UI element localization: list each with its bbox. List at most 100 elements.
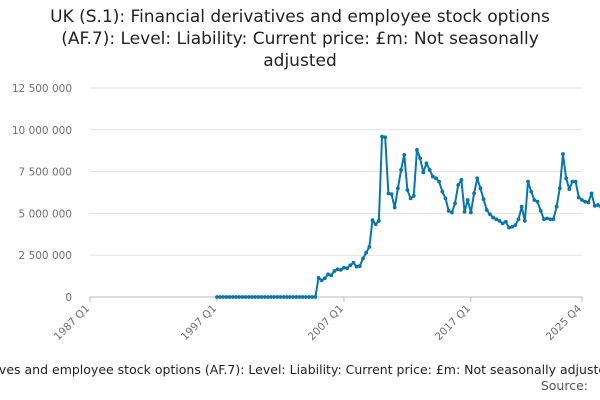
data-point xyxy=(408,196,413,201)
data-point xyxy=(224,295,229,299)
chart-title-line: UK (S.1): Financial derivatives and empl… xyxy=(50,7,550,27)
data-point xyxy=(326,272,330,277)
x-tick-label: 2007 Q1 xyxy=(306,303,346,343)
data-point xyxy=(240,295,245,299)
series-points xyxy=(215,134,600,299)
data-point xyxy=(456,183,461,187)
chart-title-line: adjusted xyxy=(263,51,337,71)
data-point xyxy=(551,217,556,222)
legend: UK (S.1): Financial derivatives and empl… xyxy=(0,362,600,380)
data-point xyxy=(269,295,273,299)
data-point xyxy=(542,217,546,222)
data-point xyxy=(389,192,394,197)
y-tick-label: 5 000 000 xyxy=(19,208,72,220)
data-point xyxy=(307,295,311,299)
data-point xyxy=(465,198,470,202)
data-point xyxy=(453,201,457,206)
data-point xyxy=(316,275,321,280)
y-tick-label: 0 xyxy=(65,292,72,304)
data-point xyxy=(367,244,372,249)
data-point xyxy=(405,188,410,192)
data-point xyxy=(427,168,432,172)
data-point xyxy=(580,198,584,202)
data-point xyxy=(396,186,400,191)
data-point xyxy=(234,295,238,299)
source-label: Source: xyxy=(540,378,588,393)
data-point xyxy=(364,250,369,255)
data-point xyxy=(380,134,384,139)
data-point xyxy=(535,199,540,204)
data-point xyxy=(329,273,334,278)
data-point xyxy=(430,174,435,179)
data-point xyxy=(469,210,473,215)
data-point xyxy=(278,295,283,299)
data-point xyxy=(421,170,426,175)
data-point xyxy=(557,186,562,191)
x-tick-label: 1997 Q1 xyxy=(179,303,219,343)
data-point xyxy=(443,196,448,201)
data-point xyxy=(424,161,429,166)
data-point xyxy=(265,295,270,299)
data-point xyxy=(370,218,375,222)
data-point xyxy=(249,295,254,299)
data-point xyxy=(373,222,378,227)
series-line xyxy=(216,135,600,298)
gridlines xyxy=(90,87,582,256)
data-point xyxy=(246,295,251,299)
data-point xyxy=(510,224,515,229)
data-point xyxy=(345,266,350,271)
data-point xyxy=(440,189,445,194)
data-point xyxy=(481,197,486,202)
data-point xyxy=(532,198,537,202)
y-tick-label: 7 500 000 xyxy=(19,167,72,179)
data-point xyxy=(545,216,549,221)
data-point xyxy=(418,156,423,161)
data-point xyxy=(319,278,324,283)
data-point xyxy=(259,295,264,299)
data-point xyxy=(376,219,381,223)
data-point xyxy=(354,264,359,269)
data-point xyxy=(383,135,388,140)
data-point xyxy=(478,186,483,191)
data-point xyxy=(335,267,340,272)
data-point xyxy=(284,295,289,299)
data-point xyxy=(488,212,492,217)
x-tick-label: 2017 Q1 xyxy=(433,303,473,343)
data-point xyxy=(227,295,232,299)
data-point xyxy=(338,268,343,272)
data-point xyxy=(272,295,276,299)
data-point xyxy=(243,295,248,299)
data-point xyxy=(595,203,600,207)
data-point xyxy=(392,205,397,210)
data-point xyxy=(459,178,464,182)
data-point xyxy=(437,179,442,184)
y-tick-label: 10 000 000 xyxy=(12,125,72,137)
data-point xyxy=(415,147,419,152)
y-tick-label: 2 500 000 xyxy=(19,250,72,262)
data-point xyxy=(310,295,315,299)
data-point xyxy=(411,193,416,198)
data-point xyxy=(567,187,572,192)
y-tick-label: 12 500 000 xyxy=(12,83,72,95)
data-point xyxy=(256,295,261,299)
data-point xyxy=(589,191,594,196)
data-point xyxy=(497,219,502,223)
data-point xyxy=(218,295,223,299)
data-point xyxy=(554,204,559,209)
data-point xyxy=(462,209,467,214)
x-tick-label: 1987 Q1 xyxy=(52,303,92,343)
data-point xyxy=(586,200,591,205)
data-point xyxy=(564,176,569,181)
data-point xyxy=(484,208,489,212)
data-point xyxy=(494,217,499,222)
data-point xyxy=(275,295,280,299)
data-point xyxy=(303,295,308,299)
data-point xyxy=(348,263,353,268)
data-point xyxy=(402,152,407,157)
data-point xyxy=(583,199,588,204)
data-point xyxy=(294,295,299,299)
data-point xyxy=(342,265,346,270)
data-point xyxy=(573,179,578,184)
data-point xyxy=(230,295,235,299)
